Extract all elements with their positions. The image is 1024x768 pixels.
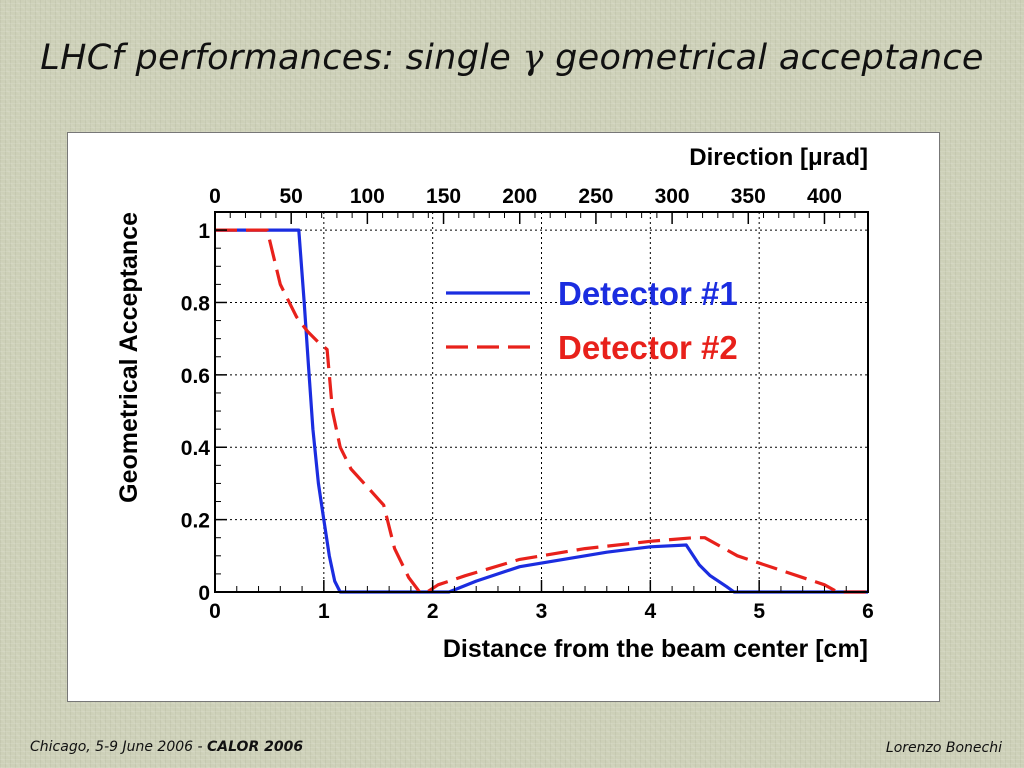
y-tick-label: 0 xyxy=(198,582,210,605)
x-tick-label: 6 xyxy=(862,600,874,623)
footer-conference-info: Chicago, 5-9 June 2006 - CALOR 2006 xyxy=(30,739,303,755)
legend-label-2: Detector #2 xyxy=(558,329,738,366)
slide-title: LHCf performances: single γ geometrical … xyxy=(0,38,1024,78)
x2-tick-label: 50 xyxy=(280,185,303,208)
footer-author: Lorenzo Bonechi xyxy=(885,740,1002,756)
title-text-suffix: geometrical acceptance xyxy=(543,38,984,78)
x-tick-label: 1 xyxy=(318,600,330,623)
x-tick-label: 2 xyxy=(427,600,439,623)
axis-ticks: 0 1 2 3 4 5 6 0 0.2 0.4 0.6 0.8 1 0 50 100 150 200 250 300 3… xyxy=(181,185,874,623)
y-tick-label: 0.2 xyxy=(181,510,210,533)
legend-label-1: Detector #1 xyxy=(558,275,738,312)
title-gamma-symbol: γ xyxy=(522,38,544,78)
top-axis-title: Direction [μrad] xyxy=(689,144,868,171)
footer-place-date: Chicago, 5-9 June 2006 - xyxy=(30,739,208,755)
title-text-prefix: LHCf performances: single xyxy=(40,38,523,78)
acceptance-chart: 0 1 2 3 4 5 6 0 0.2 0.4 0.6 0.8 1 0 50 100 150 200 250 300 3… xyxy=(115,144,874,663)
y-tick-label: 1 xyxy=(198,220,210,243)
legend: Detector #1 Detector #2 xyxy=(446,275,738,366)
y-axis-title: Geometrical Acceptance xyxy=(115,212,143,503)
series-lines xyxy=(215,228,868,594)
series-line-1 xyxy=(215,228,868,594)
y-tick-label: 0.6 xyxy=(181,365,210,388)
x2-tick-label: 150 xyxy=(426,185,461,208)
x2-tick-label: 0 xyxy=(209,185,221,208)
x2-tick-label: 300 xyxy=(655,185,690,208)
x2-tick-label: 400 xyxy=(807,185,842,208)
x-tick-label: 4 xyxy=(644,600,656,623)
x-tick-label: 3 xyxy=(536,600,548,623)
footer-conference-name: CALOR 2006 xyxy=(207,739,304,755)
chart-panel: 0 1 2 3 4 5 6 0 0.2 0.4 0.6 0.8 1 0 50 100 150 200 250 300 3… xyxy=(67,132,940,702)
series-line-2 xyxy=(215,228,868,594)
x-tick-label: 0 xyxy=(209,600,221,623)
x-tick-label: 5 xyxy=(753,600,765,623)
y-tick-label: 0.8 xyxy=(181,292,211,315)
x2-tick-label: 350 xyxy=(731,185,766,208)
x-axis-title: Distance from the beam center [cm] xyxy=(443,635,868,663)
x2-tick-label: 250 xyxy=(578,185,613,208)
x2-tick-label: 200 xyxy=(502,185,537,208)
y-tick-label: 0.4 xyxy=(181,437,211,460)
grid-lines xyxy=(215,212,868,592)
x2-tick-label: 100 xyxy=(350,185,385,208)
